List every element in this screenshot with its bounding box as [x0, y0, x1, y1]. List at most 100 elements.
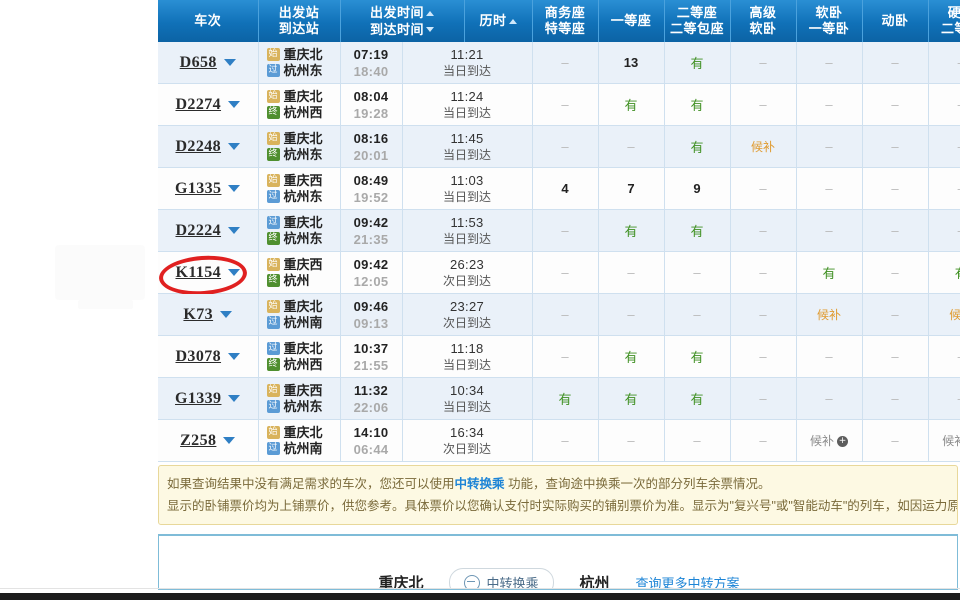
cell-seat-availability[interactable]: –	[796, 377, 863, 420]
cell-train-number[interactable]: D3078	[158, 335, 259, 378]
cell-seat-availability[interactable]: –	[730, 293, 797, 336]
cell-seat-availability[interactable]: 有	[664, 335, 731, 378]
col-header-motor-sleeper[interactable]: 动卧	[862, 0, 929, 42]
cell-seat-availability[interactable]: –	[730, 83, 797, 126]
cell-seat-availability[interactable]: 有	[598, 335, 665, 378]
cell-seat-availability[interactable]: 9	[664, 167, 731, 210]
cell-seat-availability[interactable]: 4	[532, 167, 599, 210]
cell-seat-availability[interactable]: –	[532, 293, 599, 336]
cell-seat-availability[interactable]: 有	[664, 83, 731, 126]
col-header-hard-sleeper[interactable]: 硬卧 二等卧	[928, 0, 960, 42]
cell-seat-availability[interactable]: –	[796, 42, 863, 84]
chevron-down-icon[interactable]	[223, 437, 236, 444]
cell-seat-availability[interactable]: –	[532, 251, 599, 294]
col-header-train[interactable]: 车次	[158, 0, 259, 42]
train-number-link[interactable]: G1335	[175, 179, 222, 197]
cell-seat-availability[interactable]: 7	[598, 167, 665, 210]
cell-seat-availability[interactable]: –	[928, 83, 960, 126]
train-number-link[interactable]: K73	[183, 305, 214, 323]
cell-seat-availability[interactable]: –	[862, 209, 929, 252]
transfer-link[interactable]: 中转换乘	[454, 477, 505, 491]
cell-seat-availability[interactable]: 有	[598, 209, 665, 252]
cell-seat-availability[interactable]: –	[598, 251, 665, 294]
cell-seat-availability[interactable]: –	[730, 377, 797, 420]
cell-train-number[interactable]: G1339	[158, 377, 259, 420]
cell-seat-availability[interactable]: –	[862, 167, 929, 210]
cell-seat-availability[interactable]: –	[796, 125, 863, 168]
cell-seat-availability[interactable]: 有	[532, 377, 599, 420]
cell-seat-availability[interactable]: –	[928, 125, 960, 168]
cell-seat-availability[interactable]: –	[532, 125, 599, 168]
more-transfer-plans-link[interactable]: 查询更多中转方案	[635, 576, 740, 590]
sort-duration-asc-icon[interactable]	[508, 18, 517, 25]
cell-seat-availability[interactable]: –	[862, 419, 929, 462]
cell-seat-availability[interactable]: 有	[664, 125, 731, 168]
cell-seat-availability[interactable]: 候补	[796, 293, 863, 336]
cell-seat-availability[interactable]: –	[730, 209, 797, 252]
cell-seat-availability[interactable]: –	[730, 335, 797, 378]
chevron-down-icon[interactable]	[223, 59, 236, 66]
sort-desc-icon[interactable]	[426, 26, 435, 33]
cell-seat-availability[interactable]: –	[730, 251, 797, 294]
cell-seat-availability[interactable]: 13	[598, 42, 665, 84]
col-header-senior-sleeper[interactable]: 高级 软卧	[730, 0, 797, 42]
cell-train-number[interactable]: D2248	[158, 125, 259, 168]
train-number-link[interactable]: D2274	[175, 95, 222, 113]
cell-seat-availability[interactable]: 有	[796, 251, 863, 294]
plus-circle-icon[interactable]: +	[837, 436, 849, 448]
cell-seat-availability[interactable]: 有	[664, 377, 731, 420]
cell-seat-availability[interactable]: –	[664, 251, 731, 294]
cell-seat-availability[interactable]: –	[862, 83, 929, 126]
cell-seat-availability[interactable]: –	[598, 293, 665, 336]
cell-seat-availability[interactable]: 候补	[928, 293, 960, 336]
cell-seat-availability[interactable]: 候补+	[796, 419, 863, 462]
cell-seat-availability[interactable]: 有	[928, 251, 960, 294]
chevron-down-icon[interactable]	[228, 353, 241, 360]
cell-seat-availability[interactable]: –	[730, 419, 797, 462]
cell-train-number[interactable]: G1335	[158, 167, 259, 210]
cell-seat-availability[interactable]: –	[928, 42, 960, 84]
cell-seat-availability[interactable]: –	[664, 419, 731, 462]
chevron-down-icon[interactable]	[228, 395, 241, 402]
col-header-first-class[interactable]: 一等座	[598, 0, 665, 42]
col-header-second-class[interactable]: 二等座 二等包座	[664, 0, 731, 42]
cell-seat-availability[interactable]: –	[532, 335, 599, 378]
seat-waitlist[interactable]: 候补	[810, 434, 835, 448]
chevron-down-icon[interactable]	[228, 269, 241, 276]
train-number-link[interactable]: D658	[179, 53, 217, 71]
chevron-down-icon[interactable]	[220, 311, 233, 318]
cell-seat-availability[interactable]: –	[532, 419, 599, 462]
chevron-down-icon[interactable]	[228, 101, 241, 108]
cell-seat-availability[interactable]: –	[862, 377, 929, 420]
col-header-business[interactable]: 商务座 特等座	[532, 0, 599, 42]
cell-seat-availability[interactable]: 候补	[730, 125, 797, 168]
cell-train-number[interactable]: K73	[158, 293, 259, 336]
cell-seat-availability[interactable]: –	[862, 335, 929, 378]
cell-seat-availability[interactable]: –	[862, 293, 929, 336]
cell-train-number[interactable]: D2274	[158, 83, 259, 126]
cell-seat-availability[interactable]: –	[664, 293, 731, 336]
train-number-link[interactable]: K1154	[175, 263, 222, 281]
chevron-down-icon[interactable]	[228, 143, 241, 150]
cell-seat-availability[interactable]: 有	[598, 83, 665, 126]
train-number-link[interactable]: D3078	[175, 347, 222, 365]
cell-seat-availability[interactable]: 候补+	[928, 419, 960, 462]
cell-seat-availability[interactable]: –	[598, 125, 665, 168]
col-header-time[interactable]: 出发时间 到达时间	[340, 0, 465, 42]
sort-asc-icon[interactable]	[426, 10, 435, 17]
cell-seat-availability[interactable]: –	[796, 167, 863, 210]
train-number-link[interactable]: Z258	[180, 431, 217, 449]
cell-seat-availability[interactable]: –	[796, 209, 863, 252]
transfer-swap-button[interactable]: 中转换乘	[449, 568, 554, 589]
cell-train-number[interactable]: D658	[158, 42, 259, 84]
chevron-down-icon[interactable]	[228, 227, 241, 234]
col-header-duration[interactable]: 历时	[464, 0, 533, 42]
